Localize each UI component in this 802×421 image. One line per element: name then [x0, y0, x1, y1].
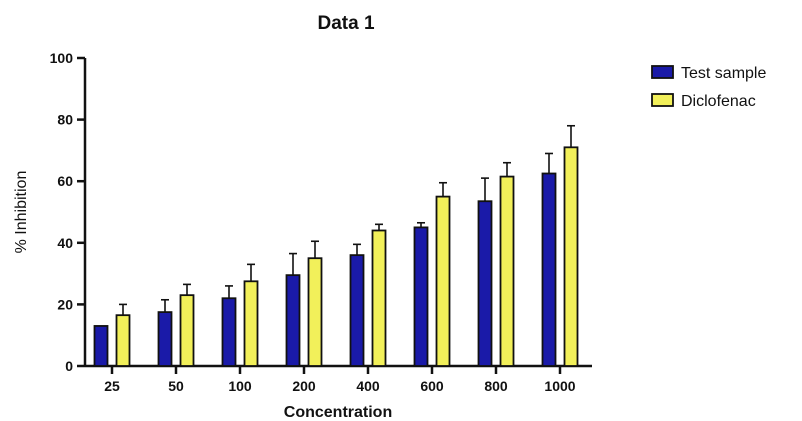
bar-diclofenac — [243, 280, 259, 367]
bar-diclofenac — [499, 175, 515, 367]
y-tick-label: 100 — [50, 50, 74, 66]
y-tick-label: 40 — [57, 235, 73, 251]
y-ticks: 0 20 40 60 80 100 — [50, 50, 85, 374]
x-tick-label: 200 — [292, 378, 316, 394]
bars — [93, 124, 579, 367]
bar-diclofenac — [307, 257, 323, 367]
bar-group — [307, 240, 323, 367]
bar-group — [93, 325, 109, 367]
x-tick-label: 600 — [420, 378, 444, 394]
bar-diclofenac — [563, 146, 579, 367]
bar-group — [243, 263, 259, 367]
bar-diclofenac — [115, 314, 131, 367]
x-tick-label: 50 — [168, 378, 184, 394]
bar-test-sample — [285, 274, 301, 367]
bar-test-sample — [349, 254, 365, 367]
bar-group — [179, 283, 195, 367]
x-tick-label: 25 — [104, 378, 120, 394]
bar-test-sample — [157, 311, 173, 367]
bar-test-sample — [221, 297, 237, 367]
bar-group — [563, 124, 579, 367]
bar-diclofenac — [371, 229, 387, 367]
bar-test-sample — [541, 172, 557, 367]
y-tick-label: 60 — [57, 173, 73, 189]
bar-group — [477, 177, 493, 367]
bar-test-sample — [93, 325, 109, 367]
y-tick-label: 80 — [57, 112, 73, 128]
bar-test-sample — [477, 200, 493, 367]
x-tick-label: 400 — [356, 378, 380, 394]
bar-diclofenac — [435, 195, 451, 367]
x-axis-label: Concentration — [284, 404, 392, 421]
x-tick-label: 100 — [228, 378, 252, 394]
bar-diclofenac — [179, 294, 195, 367]
bar-group — [371, 223, 387, 367]
bar-group — [541, 152, 557, 367]
x-tick-label: 1000 — [544, 378, 575, 394]
x-ticks: 25 50 100 200 400 600 800 1000 — [104, 366, 576, 394]
bar-test-sample — [413, 226, 429, 367]
chart-title: Data 1 — [317, 13, 374, 34]
y-tick-label: 0 — [65, 358, 73, 374]
legend-label: Test sample — [681, 65, 766, 82]
legend-item: Diclofenac — [651, 93, 756, 110]
bar-group — [285, 252, 301, 367]
legend: Test sample Diclofenac — [651, 65, 766, 110]
bar-group — [157, 298, 173, 367]
bar-group — [115, 303, 131, 367]
bar-group — [413, 221, 429, 367]
bar-group — [435, 181, 451, 367]
bar-group — [221, 285, 237, 367]
legend-label: Diclofenac — [681, 93, 756, 110]
x-tick-label: 800 — [484, 378, 508, 394]
bar-group — [499, 161, 515, 367]
legend-swatch — [651, 93, 674, 107]
bar-group — [349, 243, 365, 367]
y-axis-label: % Inhibition — [13, 171, 30, 254]
legend-item: Test sample — [651, 65, 766, 82]
legend-swatch — [651, 65, 674, 79]
y-tick-label: 20 — [57, 296, 73, 312]
